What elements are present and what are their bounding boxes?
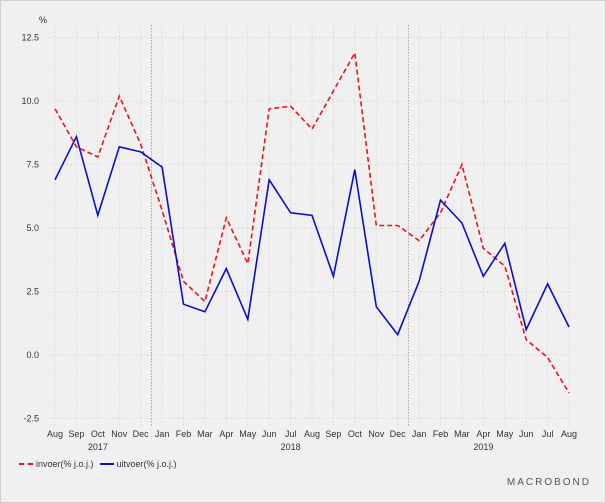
x-tick-label: May	[239, 429, 257, 439]
x-tick-label: Sep	[68, 429, 84, 439]
year-label: 2018	[281, 442, 301, 452]
legend: invoer(% j.o.j.) uitvoer(% j.o.j.)	[19, 459, 183, 469]
x-axis-years: 2017 2018 2019	[88, 442, 494, 452]
x-tick-label: Sep	[325, 429, 341, 439]
x-tick-label: Aug	[304, 429, 320, 439]
year-label: 2019	[473, 442, 493, 452]
x-tick-label: Aug	[561, 429, 577, 439]
y-tick-label: 7.5	[26, 160, 39, 170]
x-tick-label: Mar	[454, 429, 470, 439]
legend-item-invoer: invoer(% j.o.j.)	[19, 459, 94, 469]
x-tick-label: Apr	[219, 429, 233, 439]
x-tick-label: Dec	[390, 429, 407, 439]
legend-label-invoer: invoer(% j.o.j.)	[36, 459, 94, 469]
y-axis-unit: %	[39, 15, 47, 25]
y-axis-ticks: 12.5 10.0 7.5 5.0 2.5 0.0 -2.5	[21, 33, 39, 424]
y-tick-label: 0.0	[26, 350, 39, 360]
legend-item-uitvoer: uitvoer(% j.o.j.)	[99, 459, 177, 469]
series-line-invoer	[54, 50, 570, 394]
macrobond-logo: MACROBOND	[506, 477, 591, 488]
y-tick-label: -2.5	[23, 413, 39, 423]
line-chart: 12.5 10.0 7.5 5.0 2.5 0.0 -2.5 % Aug Sep Oct Nov D…	[21, 15, 577, 452]
x-tick-label: Dec	[133, 429, 150, 439]
x-tick-label: Nov	[368, 429, 385, 439]
series-line-uitvoer	[54, 134, 570, 337]
y-tick-label: 5.0	[26, 223, 39, 233]
legend-swatch-dashed	[19, 463, 33, 465]
y-tick-label: 10.0	[21, 96, 39, 106]
x-axis-ticks: Aug Sep Oct Nov Dec Jan Feb Mar Apr May Jun Jul Aug S…	[47, 429, 577, 439]
x-tick-label: May	[496, 429, 514, 439]
legend-swatch-solid	[99, 463, 114, 465]
x-tick-label: Feb	[433, 429, 449, 439]
x-tick-label: Aug	[47, 429, 63, 439]
x-tick-label: Oct	[91, 429, 106, 439]
x-tick-label: Feb	[176, 429, 192, 439]
x-tick-label: Jul	[285, 429, 297, 439]
x-tick-label: Jan	[155, 429, 170, 439]
x-tick-label: Jun	[519, 429, 534, 439]
x-tick-label: Jul	[542, 429, 554, 439]
y-tick-label: 2.5	[26, 286, 39, 296]
gridlines	[49, 25, 570, 426]
y-tick-label: 12.5	[21, 33, 39, 43]
legend-label-uitvoer: uitvoer(% j.o.j.)	[116, 459, 177, 469]
x-tick-label: Apr	[476, 429, 490, 439]
x-tick-label: Oct	[348, 429, 363, 439]
x-tick-label: Mar	[197, 429, 213, 439]
year-label: 2017	[88, 442, 108, 452]
x-tick-label: Jan	[412, 429, 427, 439]
x-tick-label: Nov	[111, 429, 128, 439]
series-layer	[54, 50, 570, 394]
x-tick-label: Jun	[262, 429, 277, 439]
